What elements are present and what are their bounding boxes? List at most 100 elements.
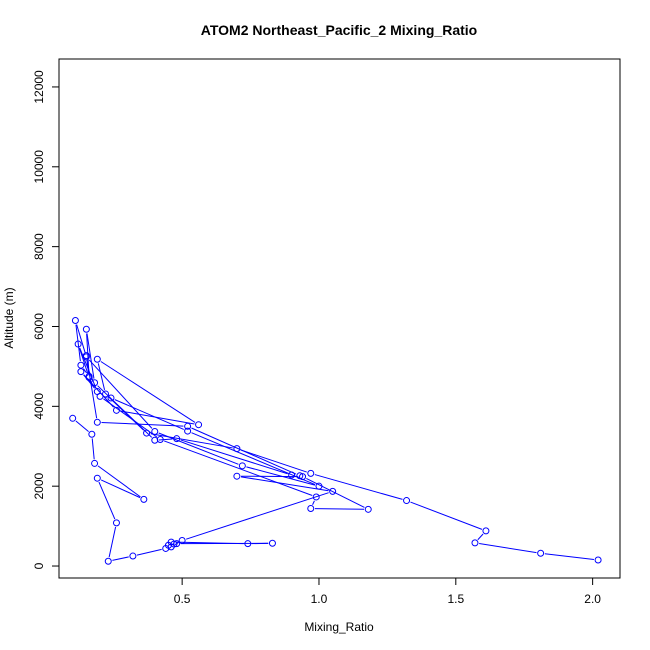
series-line-segment xyxy=(164,440,313,496)
series-line-segment xyxy=(78,347,89,374)
series-line-segment xyxy=(136,548,162,556)
y-tick-label: 12000 xyxy=(32,70,46,104)
data-point xyxy=(104,557,112,565)
data-point xyxy=(307,505,315,513)
data-point xyxy=(85,372,93,380)
series-line-segment xyxy=(180,439,288,475)
series-line-segment xyxy=(97,465,141,498)
series-line-segment xyxy=(100,361,196,423)
series-line-segment xyxy=(114,399,184,430)
data-point xyxy=(307,469,315,477)
series-line-segment xyxy=(240,449,307,473)
data-point xyxy=(233,445,241,453)
data-point xyxy=(244,540,252,548)
data-point xyxy=(69,414,77,422)
data-point xyxy=(268,539,276,547)
series-line-segment xyxy=(83,374,96,389)
series-line-segment xyxy=(410,501,483,530)
data-point xyxy=(93,474,101,482)
data-point xyxy=(151,427,159,435)
series-line-segment xyxy=(97,363,106,390)
data-point xyxy=(537,549,545,557)
y-tick-label: 2000 xyxy=(32,473,46,500)
series-line-segment xyxy=(312,500,315,505)
data-point xyxy=(143,429,151,437)
data-point xyxy=(594,556,602,564)
y-tick-label: 6000 xyxy=(32,313,46,340)
data-point xyxy=(96,392,104,400)
series-line-segment xyxy=(75,324,81,362)
series-line-segment xyxy=(240,476,329,492)
data-point xyxy=(93,355,101,363)
y-tick-label: 8000 xyxy=(32,233,46,260)
data-point xyxy=(77,361,85,369)
series-line-segment xyxy=(75,420,89,432)
series-line-segment xyxy=(100,479,141,499)
series-line-segment xyxy=(479,543,537,554)
data-point xyxy=(296,472,304,480)
data-point xyxy=(162,544,170,552)
data-point xyxy=(129,552,137,560)
series-line-segment xyxy=(314,508,365,510)
series-line-segment xyxy=(158,438,173,441)
data-point xyxy=(112,406,120,414)
series-line-segment xyxy=(120,410,195,425)
x-tick-label: 0.5 xyxy=(174,592,191,606)
data-point xyxy=(184,422,192,430)
y-tick-label: 10000 xyxy=(32,150,46,184)
series-line-segment xyxy=(150,433,233,449)
data-point xyxy=(140,495,148,503)
data-point xyxy=(364,505,372,513)
x-tick-label: 1.5 xyxy=(447,592,464,606)
series-line-segment xyxy=(544,553,594,561)
data-point xyxy=(195,421,203,429)
series-line-segment xyxy=(314,474,403,500)
series-line-segment xyxy=(98,481,116,520)
data-point xyxy=(88,430,96,438)
series-line-segment xyxy=(108,526,117,558)
series-line-segment xyxy=(185,492,329,540)
series-line-segment xyxy=(477,533,484,541)
data-point xyxy=(471,539,479,547)
series-line-segment xyxy=(91,438,95,460)
series-line-segment xyxy=(101,421,184,427)
data-point xyxy=(107,394,115,402)
data-point xyxy=(233,472,241,480)
series-line-segment xyxy=(112,556,129,561)
data-point xyxy=(184,427,192,435)
series-line-segment xyxy=(76,324,86,353)
data-point xyxy=(315,482,323,490)
series-line-segment xyxy=(86,333,95,379)
y-axis: 0 2000 4000 6000 8000 10000 12000 xyxy=(32,70,60,569)
data-point xyxy=(93,418,101,426)
data-point xyxy=(288,471,296,479)
series-line-segment xyxy=(82,368,88,374)
x-axis-label: Mixing_Ratio xyxy=(304,620,374,634)
data-point xyxy=(156,435,164,443)
chart-title: ATOM2 Northeast_Pacific_2 Mixing_Ratio xyxy=(201,22,477,38)
series-line-segment xyxy=(88,359,153,429)
data-point xyxy=(74,340,82,348)
y-tick-label: 0 xyxy=(32,562,46,569)
data-point xyxy=(112,519,120,527)
x-tick-label: 1.0 xyxy=(311,592,328,606)
data-point xyxy=(238,462,246,470)
series-line-segment xyxy=(175,541,244,545)
series-line-segment xyxy=(158,432,239,465)
y-tick-label: 4000 xyxy=(32,393,46,420)
series-layer xyxy=(69,316,602,565)
y-axis-label: Altitude (m) xyxy=(2,287,16,348)
data-point xyxy=(312,493,320,501)
series-line-segment xyxy=(191,427,297,475)
x-axis: 0.5 1.0 1.5 2.0 xyxy=(174,577,601,606)
data-point xyxy=(82,325,90,333)
series-line-segment xyxy=(97,385,153,438)
data-point xyxy=(299,473,307,481)
data-point xyxy=(91,379,99,387)
data-point xyxy=(403,497,411,505)
data-point xyxy=(178,536,186,544)
data-point xyxy=(91,459,99,467)
data-point xyxy=(173,435,181,443)
